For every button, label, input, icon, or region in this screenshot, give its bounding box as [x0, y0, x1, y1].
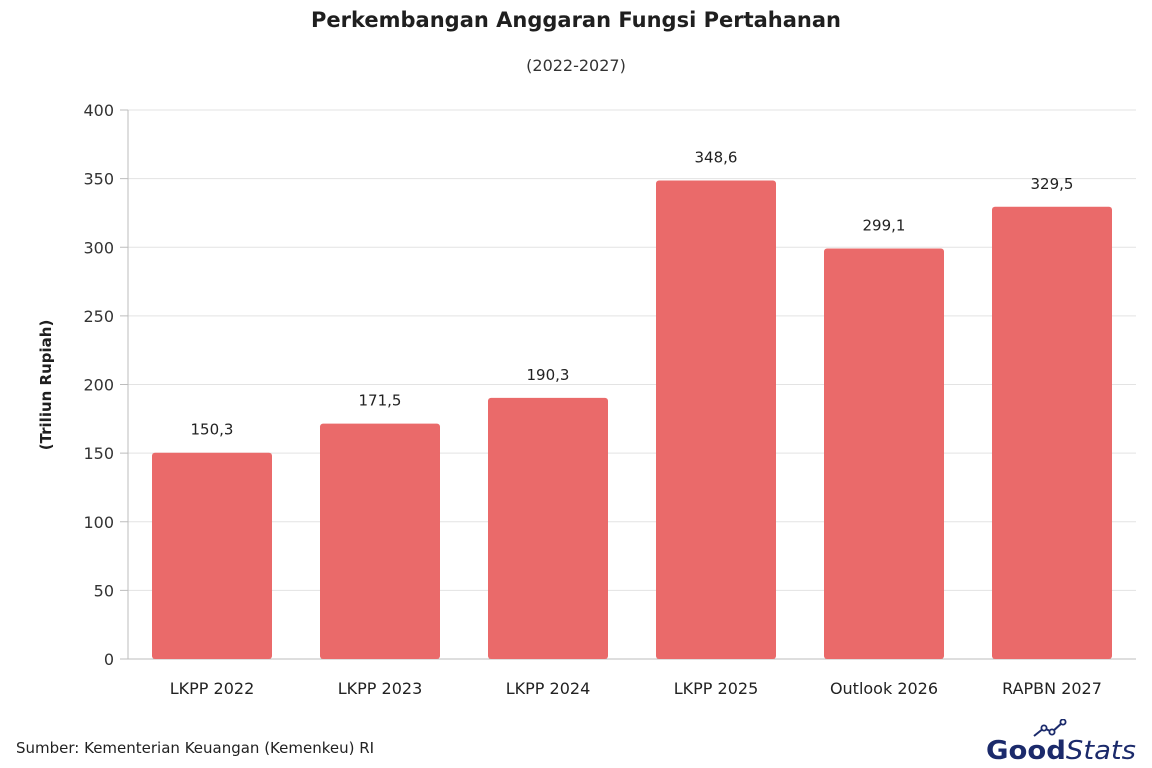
chart-title: Perkembangan Anggaran Fungsi Pertahanan	[311, 8, 841, 32]
bar-value-label: 190,3	[527, 366, 570, 384]
y-tick-label: 250	[83, 307, 114, 326]
x-tick-label: LKPP 2023	[338, 679, 423, 698]
x-axis-ticks: LKPP 2022 LKPP 2023 LKPP 2024 LKPP 2025 Outl…	[170, 679, 1102, 698]
brand-good: Good	[986, 736, 1066, 763]
bar-value-label: 348,6	[695, 149, 738, 167]
y-tick-label: 100	[83, 513, 114, 532]
bar-value-label: 329,5	[1031, 175, 1074, 193]
y-axis-ticks: 0 50 100 150 200 250 300 350 400	[83, 101, 128, 669]
bars: 150,3 171,5 190,3 348,6 299,1 329,5	[152, 149, 1112, 660]
x-tick-label: LKPP 2022	[170, 679, 255, 698]
trend-line-icon	[1033, 719, 1067, 737]
y-tick-label: 200	[83, 376, 114, 395]
bar	[320, 423, 440, 659]
gridlines	[128, 109, 1136, 591]
y-tick-label: 400	[83, 101, 114, 120]
y-tick-label: 150	[83, 444, 114, 463]
x-tick-label: RAPBN 2027	[1002, 679, 1102, 698]
bar-value-label: 150,3	[191, 421, 234, 439]
y-axis-label: (Triliun Rupiah)	[37, 320, 55, 451]
source-note: Sumber: Kementerian Keuangan (Kemenkeu) …	[16, 739, 375, 757]
bar	[992, 206, 1112, 660]
bar-value-label: 171,5	[359, 392, 402, 410]
y-tick-label: 0	[104, 650, 114, 669]
bar	[824, 248, 944, 660]
x-tick-label: Outlook 2026	[830, 679, 938, 698]
y-tick-label: 350	[83, 170, 114, 189]
goodstats-logo: Good Stats	[986, 719, 1136, 763]
bar	[152, 452, 272, 659]
chart-subtitle: (2022-2027)	[526, 56, 626, 75]
bar	[488, 397, 608, 659]
y-tick-label: 300	[83, 238, 114, 257]
bar-value-label: 299,1	[863, 216, 906, 234]
brand-stats: Stats	[1066, 736, 1136, 763]
bar	[656, 180, 776, 659]
x-tick-label: LKPP 2025	[674, 679, 759, 698]
x-tick-label: LKPP 2024	[506, 679, 591, 698]
y-tick-label: 50	[94, 581, 114, 600]
